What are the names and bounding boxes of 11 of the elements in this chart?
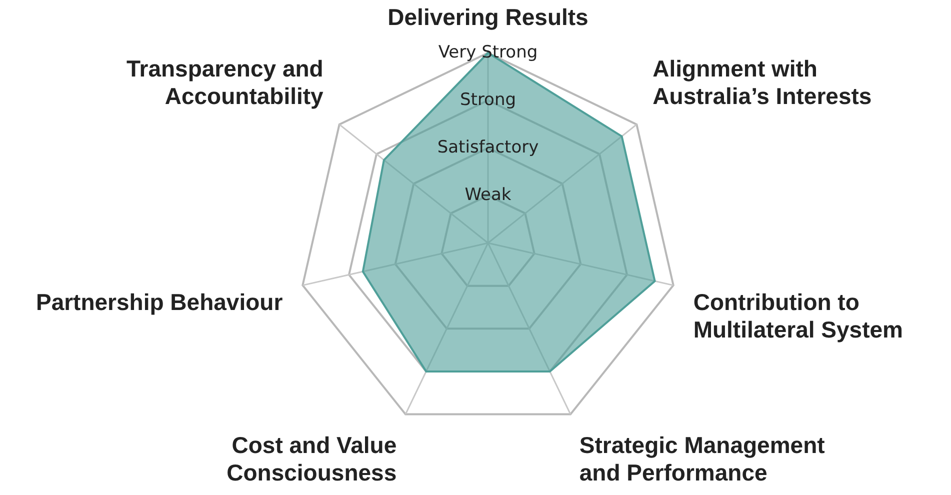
spoke-label: Contribution to Multilateral System: [693, 289, 903, 343]
y-tick-label: Satisfactory: [437, 137, 539, 158]
spoke-label: Cost and Value Consciousness: [226, 432, 397, 486]
spoke-label: Transparency and Accountability: [126, 56, 324, 110]
spoke-label: Delivering Results: [388, 4, 588, 30]
spoke-label: Partnership Behaviour: [36, 289, 283, 316]
y-tick-label: Weak: [464, 184, 512, 205]
y-tick-label: Strong: [460, 90, 516, 110]
spoke-label: Strategic Management and Performance: [579, 432, 826, 486]
spoke-label: Alignment with Australia’s Interests: [652, 56, 872, 110]
y-tick-label: Very Strong: [438, 42, 538, 62]
